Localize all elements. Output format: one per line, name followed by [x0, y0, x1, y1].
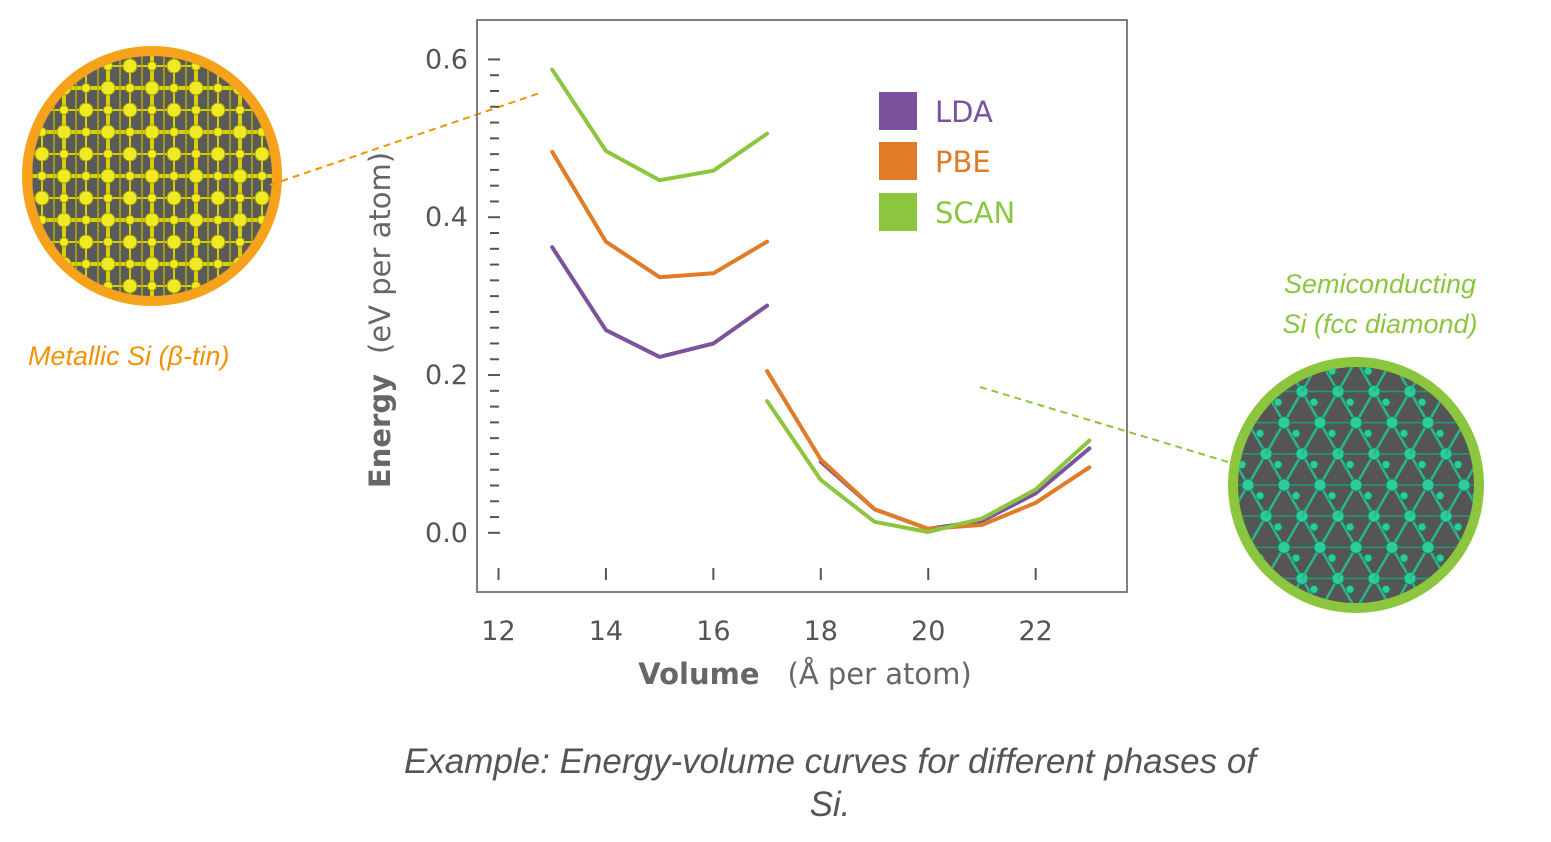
y-axis-title: Energy(eV per atom) — [363, 152, 397, 488]
series-line-lda-1 — [550, 245, 770, 359]
legend-label-pbe: PBE — [935, 145, 991, 179]
legend: LDA PBE SCAN — [879, 92, 1015, 231]
semiconducting-connector-line — [979, 386, 1229, 463]
legend-label-lda: LDA — [935, 95, 993, 129]
x-axis-title: Volume (Å per atom) — [638, 657, 971, 691]
series-line-scan-1 — [550, 67, 770, 183]
x-axis: 12 14 16 18 20 22 — [481, 568, 1053, 647]
plot-frame — [476, 19, 1128, 593]
y-axis: 0.0 0.2 0.4 0.6 — [425, 44, 500, 549]
series-layer — [550, 67, 1092, 534]
y-tick-label: 0.4 — [425, 202, 468, 233]
semiconducting-phase-label: Semiconducting Si (fcc diamond) — [1250, 264, 1510, 344]
caption-line-1: Example: Energy-volume curves for differ… — [403, 742, 1257, 781]
metallic-connector-line — [269, 92, 541, 186]
x-tick-label: 16 — [696, 616, 730, 647]
metallic-phase-label: Metallic Si (β-tin) — [28, 341, 230, 371]
x-tick-label: 12 — [481, 616, 515, 647]
x-tick-label: 20 — [911, 616, 945, 647]
series-line-pbe-2 — [765, 369, 1092, 531]
diamond-crystal-image — [1228, 357, 1484, 613]
beta-tin-crystal-image — [22, 46, 282, 306]
series-line-scan-2 — [765, 399, 1092, 534]
y-tick-label: 0.0 — [425, 518, 468, 549]
legend-swatch-lda — [879, 92, 917, 130]
legend-swatch-pbe — [879, 142, 917, 180]
x-tick-label: 14 — [589, 616, 623, 647]
legend-swatch-scan — [879, 193, 917, 231]
legend-label-scan: SCAN — [935, 196, 1015, 230]
y-tick-label: 0.6 — [425, 44, 468, 75]
x-tick-label: 18 — [804, 616, 838, 647]
caption-line-2: Si. — [809, 785, 851, 824]
semiconducting-label-line2: Si (fcc diamond) — [1282, 309, 1478, 339]
x-tick-label: 22 — [1018, 616, 1052, 647]
semiconducting-label-line1: Semiconducting — [1283, 269, 1477, 299]
y-tick-label: 0.2 — [425, 360, 468, 391]
series-line-pbe-1 — [550, 149, 770, 280]
series-line-lda-2 — [818, 446, 1092, 531]
figure-caption: Example: Energy-volume curves for differ… — [280, 740, 1380, 826]
